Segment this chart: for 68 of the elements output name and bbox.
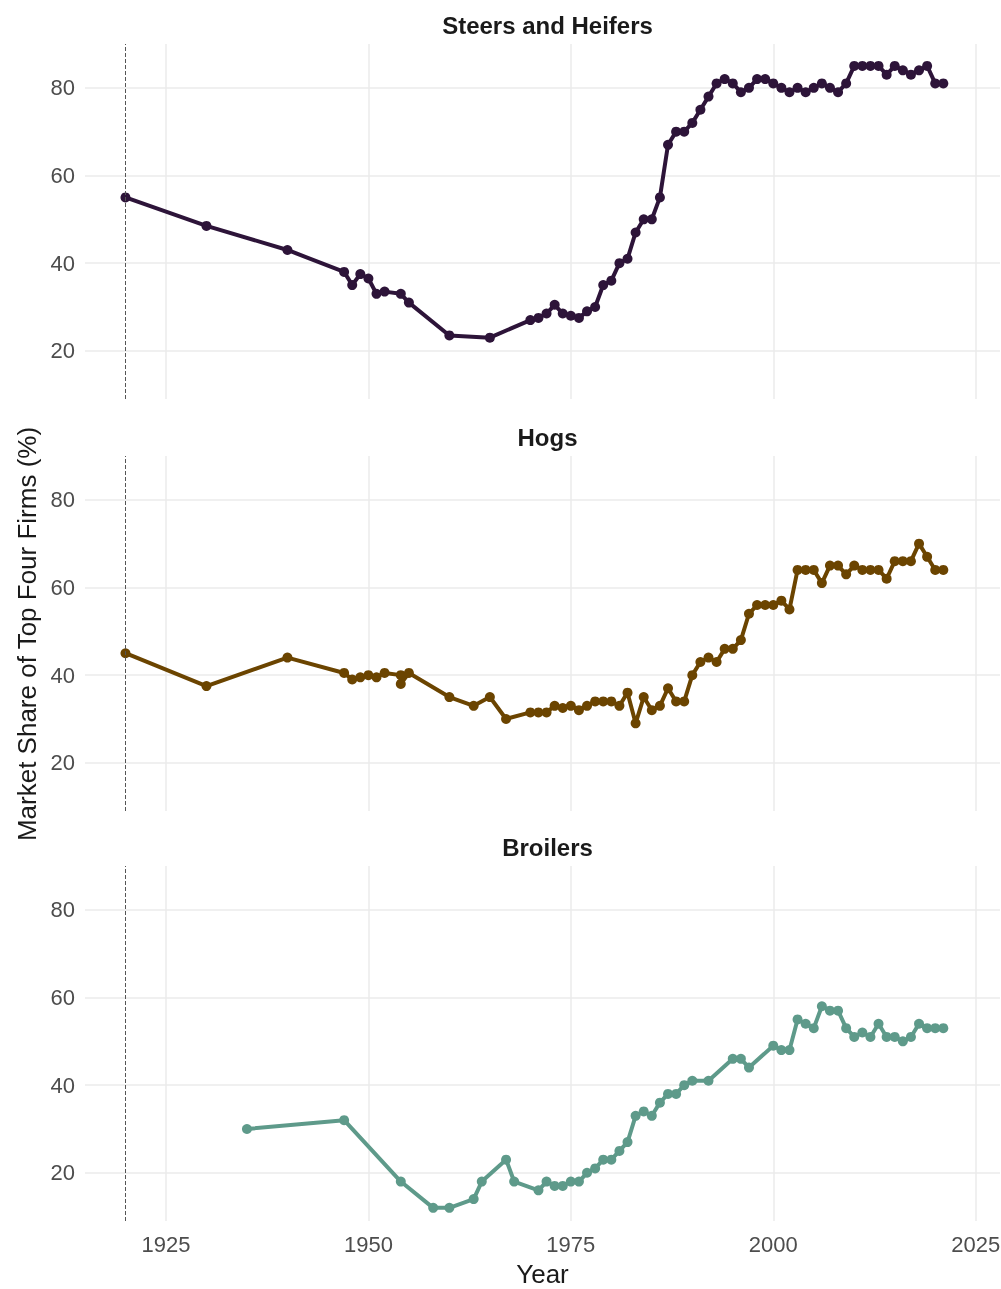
x-axis-title: Year <box>516 1259 570 1289</box>
y-tick-label: 20 <box>50 750 75 776</box>
point <box>833 1005 844 1016</box>
y-tick-label: 40 <box>50 250 75 276</box>
point <box>679 1080 690 1091</box>
point <box>800 1018 811 1029</box>
point <box>622 1137 633 1148</box>
point <box>598 1154 609 1165</box>
y-tick-label: 20 <box>50 338 75 364</box>
point <box>476 1176 487 1187</box>
chart-title: Hogs <box>517 423 578 451</box>
x-tick-label: 1975 <box>546 1231 596 1257</box>
point <box>671 1088 682 1099</box>
chart-title: Broilers <box>502 833 593 861</box>
point <box>938 1023 949 1034</box>
chart-title: Steers and Heifers <box>442 11 653 39</box>
point <box>590 1163 601 1174</box>
point <box>687 1075 698 1086</box>
y-tick-label: 20 <box>50 1160 75 1186</box>
point <box>614 1145 625 1156</box>
point <box>816 1001 827 1012</box>
x-tick-label: 2025 <box>951 1231 1001 1257</box>
y-tick-label: 60 <box>50 984 75 1010</box>
y-tick-label: 60 <box>50 162 75 188</box>
point <box>743 1062 754 1073</box>
point <box>897 1036 908 1047</box>
point <box>638 1106 649 1117</box>
y-tick-label: 80 <box>50 487 75 513</box>
x-tick-label: 1950 <box>343 1231 393 1257</box>
point <box>889 1031 900 1042</box>
point <box>841 1023 852 1034</box>
point <box>808 1023 819 1034</box>
point <box>768 1040 779 1051</box>
point <box>646 1110 657 1121</box>
point <box>654 1097 665 1108</box>
point <box>557 1180 568 1191</box>
point <box>873 1018 884 1029</box>
point <box>339 1115 350 1126</box>
point <box>914 1018 925 1029</box>
point <box>905 1031 916 1042</box>
point <box>857 1027 868 1038</box>
y-tick-label: 80 <box>50 75 75 101</box>
point <box>606 1154 617 1165</box>
point <box>533 1185 544 1196</box>
point <box>703 1075 714 1086</box>
point <box>930 1023 941 1034</box>
point <box>444 1202 455 1213</box>
point <box>849 1031 860 1042</box>
point <box>395 1176 406 1187</box>
point <box>468 1194 479 1205</box>
point <box>792 1014 803 1025</box>
y-tick-label: 40 <box>50 1072 75 1098</box>
y-axis-title: Market Share of Top Four Firms (%) <box>11 426 43 842</box>
y-tick-label: 40 <box>50 662 75 688</box>
point <box>582 1167 593 1178</box>
point <box>501 1154 512 1165</box>
x-tick-label: 1925 <box>141 1231 191 1257</box>
point <box>865 1031 876 1042</box>
y-tick-label: 60 <box>50 574 75 600</box>
point <box>776 1045 787 1056</box>
y-tick-label: 80 <box>50 897 75 923</box>
x-tick-label: 2000 <box>748 1231 798 1257</box>
point <box>541 1176 552 1187</box>
point <box>509 1176 520 1187</box>
point <box>241 1123 252 1134</box>
point <box>428 1202 439 1213</box>
point <box>630 1110 641 1121</box>
point <box>784 1045 795 1056</box>
